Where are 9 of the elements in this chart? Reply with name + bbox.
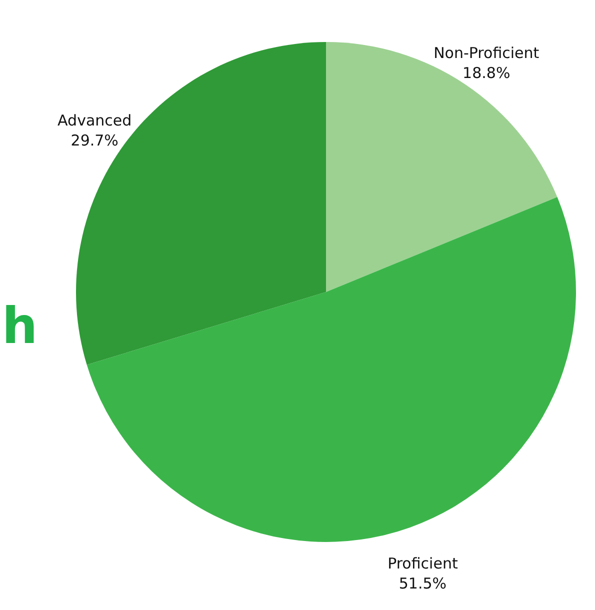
slice-label: Proficient	[388, 554, 458, 572]
slice-label: Advanced	[58, 112, 132, 130]
pie-slice	[326, 42, 558, 292]
text: h	[2, 297, 38, 355]
data-label: 18.8%	[462, 64, 510, 82]
slice-label: Non-Proficient	[434, 44, 540, 62]
pie-slice	[86, 197, 576, 542]
data-label: 51.5%	[398, 574, 447, 592]
data-label: 29.7%	[70, 132, 118, 150]
